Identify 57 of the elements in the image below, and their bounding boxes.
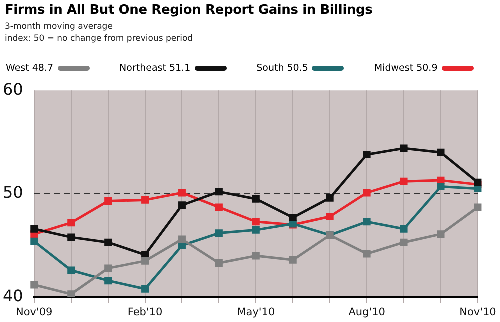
point bbox=[215, 230, 223, 238]
x-tick-label: Aug'10 bbox=[348, 306, 386, 318]
point bbox=[104, 238, 112, 246]
point bbox=[252, 226, 260, 234]
y-tick-label: 50 bbox=[3, 183, 24, 202]
point bbox=[178, 202, 186, 210]
y-tick-label: 40 bbox=[3, 286, 24, 306]
point bbox=[289, 214, 297, 222]
point bbox=[363, 150, 371, 158]
point bbox=[68, 219, 76, 227]
x-tick-label: May'10 bbox=[237, 306, 276, 318]
point bbox=[400, 178, 408, 186]
x-tick-label: Nov'10 bbox=[460, 306, 496, 318]
point bbox=[363, 250, 371, 258]
x-tick-label: Nov'09 bbox=[16, 306, 53, 318]
point bbox=[68, 290, 76, 298]
point bbox=[178, 236, 186, 244]
point bbox=[437, 176, 445, 184]
point bbox=[363, 218, 371, 226]
point bbox=[400, 238, 408, 246]
point bbox=[437, 183, 445, 190]
point bbox=[252, 252, 260, 260]
point bbox=[215, 188, 223, 196]
point bbox=[474, 204, 482, 212]
point bbox=[252, 218, 260, 226]
point bbox=[142, 257, 149, 265]
point bbox=[252, 195, 260, 203]
chart-subtitle: 3-month moving average index: 50 = no change from previous period bbox=[5, 21, 194, 45]
legend-label: Northeast 51.1 bbox=[120, 63, 191, 74]
point bbox=[437, 230, 445, 238]
point bbox=[178, 189, 186, 197]
point bbox=[363, 189, 371, 197]
point bbox=[400, 144, 408, 152]
point bbox=[400, 225, 408, 233]
point bbox=[68, 234, 76, 242]
point bbox=[104, 277, 112, 285]
point bbox=[215, 204, 223, 212]
point bbox=[142, 285, 149, 293]
point bbox=[142, 251, 149, 259]
x-tick-label: Feb'10 bbox=[128, 306, 163, 318]
legend-label: West 48.7 bbox=[6, 63, 54, 74]
point bbox=[68, 266, 76, 274]
point bbox=[289, 256, 297, 264]
point bbox=[437, 148, 445, 156]
point bbox=[215, 260, 223, 268]
point bbox=[30, 225, 38, 233]
point bbox=[30, 281, 38, 289]
point bbox=[142, 196, 149, 204]
chart-title: Firms in All But One Region Report Gains in Billings bbox=[5, 3, 373, 18]
legend-label: South 50.5 bbox=[256, 63, 308, 74]
point bbox=[104, 198, 112, 205]
point bbox=[104, 264, 112, 272]
y-tick-label: 60 bbox=[3, 80, 24, 99]
legend-label: Midwest 50.9 bbox=[374, 63, 438, 74]
point bbox=[326, 194, 334, 202]
point bbox=[326, 213, 334, 220]
point bbox=[30, 238, 38, 246]
